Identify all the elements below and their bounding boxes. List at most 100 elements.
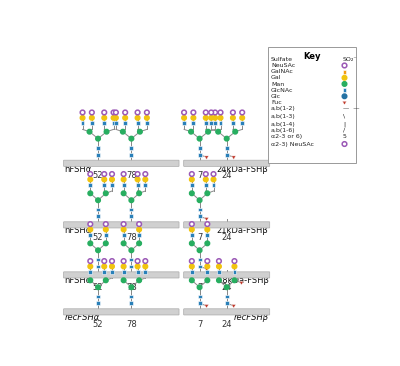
Circle shape <box>88 259 93 264</box>
Bar <box>198 208 202 212</box>
Bar <box>204 121 208 125</box>
Bar <box>122 183 126 187</box>
Text: Fuc: Fuc <box>271 100 282 105</box>
Circle shape <box>240 110 244 115</box>
Circle shape <box>144 116 149 120</box>
Text: 7: 7 <box>197 320 202 329</box>
Circle shape <box>102 172 106 176</box>
Circle shape <box>80 110 85 115</box>
Circle shape <box>110 177 114 182</box>
Bar <box>96 295 100 298</box>
Bar <box>88 233 92 237</box>
Circle shape <box>90 116 94 120</box>
Bar <box>231 121 235 125</box>
Circle shape <box>232 278 237 283</box>
Text: hFSHα: hFSHα <box>65 227 92 235</box>
FancyBboxPatch shape <box>184 222 270 228</box>
Text: 7: 7 <box>197 283 202 292</box>
Text: 24: 24 <box>222 320 232 329</box>
Text: |: | <box>343 122 345 127</box>
Circle shape <box>230 116 235 120</box>
Circle shape <box>205 259 210 264</box>
Circle shape <box>121 177 126 182</box>
Circle shape <box>218 110 223 115</box>
Circle shape <box>87 130 92 134</box>
Text: Key: Key <box>303 52 321 61</box>
Bar <box>232 270 236 274</box>
Circle shape <box>204 110 208 115</box>
Bar <box>114 121 118 125</box>
Circle shape <box>232 264 237 269</box>
Text: 24: 24 <box>222 232 232 242</box>
Circle shape <box>137 227 142 232</box>
Bar <box>96 265 100 268</box>
Circle shape <box>144 110 149 115</box>
Bar <box>136 183 140 187</box>
Circle shape <box>190 172 194 176</box>
Circle shape <box>191 116 196 120</box>
Bar <box>190 183 194 187</box>
Bar <box>209 121 213 125</box>
Circle shape <box>114 116 118 120</box>
Circle shape <box>342 82 347 86</box>
Bar <box>342 70 346 74</box>
Circle shape <box>143 177 148 182</box>
Text: 7: 7 <box>197 171 202 180</box>
Circle shape <box>138 130 142 134</box>
Bar <box>112 121 116 125</box>
Circle shape <box>96 198 100 202</box>
Circle shape <box>233 130 238 134</box>
Circle shape <box>217 259 221 264</box>
Circle shape <box>88 222 93 227</box>
Circle shape <box>143 259 148 264</box>
Bar <box>102 183 106 187</box>
Bar <box>130 208 133 212</box>
Circle shape <box>121 278 126 283</box>
Circle shape <box>137 278 142 283</box>
Circle shape <box>135 264 140 269</box>
Text: Glc: Glc <box>271 94 281 99</box>
Bar <box>198 258 202 261</box>
Text: 24: 24 <box>222 283 232 292</box>
Bar <box>130 153 133 157</box>
Text: /: / <box>343 128 345 133</box>
Circle shape <box>121 227 126 232</box>
Circle shape <box>190 191 194 195</box>
Circle shape <box>190 278 194 283</box>
Circle shape <box>104 241 108 246</box>
Circle shape <box>114 110 118 115</box>
Circle shape <box>190 264 194 269</box>
Circle shape <box>137 241 142 246</box>
Circle shape <box>104 278 108 283</box>
Circle shape <box>110 264 114 269</box>
Circle shape <box>224 285 229 290</box>
Bar <box>205 233 209 237</box>
Circle shape <box>143 172 148 176</box>
Bar <box>225 153 229 157</box>
Bar <box>198 265 202 268</box>
Circle shape <box>129 198 134 202</box>
Circle shape <box>96 248 100 253</box>
Text: NeuSAc: NeuSAc <box>271 63 295 68</box>
Circle shape <box>121 259 126 264</box>
Circle shape <box>88 241 93 246</box>
Circle shape <box>190 241 194 246</box>
Circle shape <box>121 191 126 195</box>
Circle shape <box>111 110 116 115</box>
Bar <box>218 121 222 125</box>
Circle shape <box>190 259 194 264</box>
Circle shape <box>121 222 126 227</box>
Text: 52: 52 <box>93 320 103 329</box>
Circle shape <box>88 191 93 195</box>
Circle shape <box>213 110 218 115</box>
Circle shape <box>217 264 221 269</box>
Bar <box>96 208 100 212</box>
Text: hFSHα: hFSHα <box>65 276 92 285</box>
Circle shape <box>204 116 208 120</box>
Bar <box>130 302 133 305</box>
Text: 18kDa-FSHβ: 18kDa-FSHβ <box>217 276 268 285</box>
Circle shape <box>102 264 106 269</box>
Bar <box>342 88 346 92</box>
Circle shape <box>205 227 210 232</box>
Bar <box>190 270 194 274</box>
